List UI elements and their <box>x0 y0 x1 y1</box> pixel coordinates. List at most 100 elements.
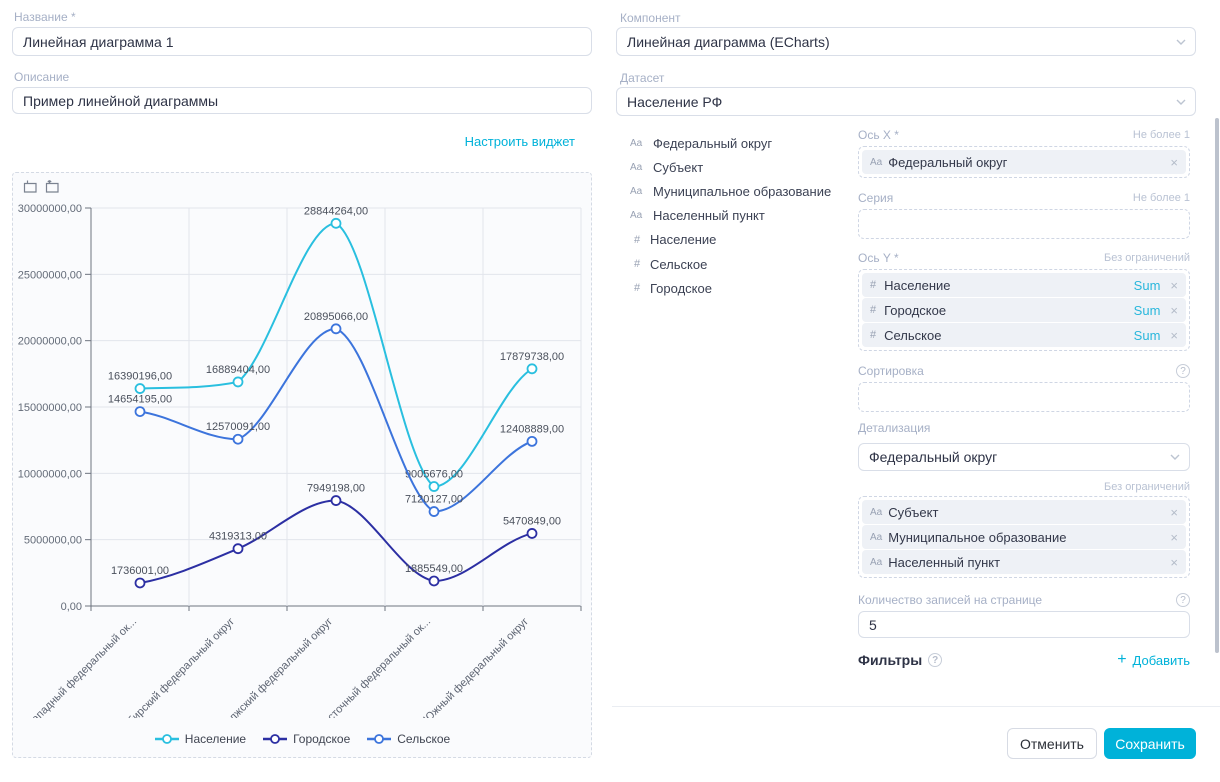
footer-divider <box>612 706 1220 707</box>
svg-text:30000000,00: 30000000,00 <box>18 203 82 215</box>
sorting-dropzone[interactable] <box>858 382 1190 412</box>
field-type-icon: Aa <box>630 210 643 222</box>
dataset-select[interactable]: Население РФ <box>616 87 1196 116</box>
x-axis-label: Ось X * <box>858 128 899 142</box>
x-axis-limit: Не более 1 <box>1132 129 1190 141</box>
series-limit: Не более 1 <box>1132 192 1190 204</box>
field-type-icon: Aa <box>870 156 883 168</box>
dataset-field[interactable]: # Сельское <box>630 252 845 276</box>
svg-text:5000000,00: 5000000,00 <box>24 535 82 547</box>
save-button[interactable]: Сохранить <box>1104 728 1196 759</box>
svg-text:10000000,00: 10000000,00 <box>18 468 82 480</box>
field-chip[interactable]: Aa Субъект × <box>862 500 1186 524</box>
dataset-field[interactable]: Aa Федеральный округ <box>630 135 773 151</box>
svg-text:9005676,00: 9005676,00 <box>405 469 463 481</box>
help-icon[interactable]: ? <box>1176 364 1190 378</box>
aggregation-label[interactable]: Sum <box>1133 302 1161 318</box>
name-input[interactable] <box>12 27 592 56</box>
svg-text:12570091,00: 12570091,00 <box>206 421 270 433</box>
legend-line-icon <box>263 734 288 744</box>
svg-text:1885549,00: 1885549,00 <box>405 563 463 575</box>
y-axis-limit: Без ограничений <box>1104 252 1190 264</box>
aggregation-label[interactable]: Sum <box>1133 277 1161 293</box>
zoom-select-icon[interactable] <box>23 179 38 194</box>
svg-text:12408889,00: 12408889,00 <box>500 423 564 435</box>
svg-text:Западный федеральный ок...: Западный федеральный ок... <box>25 616 139 718</box>
remove-icon[interactable]: × <box>1170 529 1178 545</box>
legend-item[interactable]: Население <box>154 732 246 746</box>
field-type-icon: # <box>870 279 877 291</box>
chart-preview[interactable]: 0,00 5000000,00 10000000,00 15000000,00 2000… <box>12 172 592 758</box>
description-input[interactable] <box>12 87 592 114</box>
description-label: Описание <box>14 70 70 84</box>
dataset-field[interactable]: Aa Муниципальное образование <box>630 183 832 199</box>
svg-text:Сибирский федеральный округ: Сибирский федеральный округ <box>116 616 237 718</box>
cancel-button[interactable]: Отменить <box>1007 728 1097 759</box>
svg-text:20895066,00: 20895066,00 <box>304 311 368 323</box>
chevron-down-icon <box>1176 39 1186 45</box>
dataset-field[interactable]: # Городское <box>630 276 845 300</box>
y-axis-dropzone[interactable]: # Население Sum × # Городское Sum × # Се… <box>858 269 1190 351</box>
drilldown-dropzone[interactable]: Aa Субъект × Aa Муниципальное образовани… <box>858 496 1190 578</box>
remove-icon[interactable]: × <box>1170 277 1178 293</box>
help-icon[interactable]: ? <box>1176 593 1190 607</box>
field-chip[interactable]: Aa Федеральный округ × <box>862 150 1186 174</box>
field-type-icon: # <box>633 282 641 295</box>
svg-text:7949198,00: 7949198,00 <box>307 483 365 495</box>
dataset-field[interactable]: # Население <box>630 228 845 252</box>
field-type-icon: # <box>870 304 877 316</box>
add-filter-button[interactable]: + Добавить <box>1117 651 1190 668</box>
field-chip[interactable]: Aa Населенный пункт × <box>862 550 1186 574</box>
svg-text:0,00: 0,00 <box>61 601 82 613</box>
legend-item[interactable]: Сельское <box>366 732 450 746</box>
field-chip[interactable]: # Население Sum × <box>862 273 1186 297</box>
detail-select[interactable]: Федеральный округ <box>858 443 1190 471</box>
field-chip[interactable]: # Городское Sum × <box>862 298 1186 322</box>
field-type-icon: Aa <box>630 137 643 149</box>
plus-icon: + <box>1117 651 1127 668</box>
x-axis-dropzone[interactable]: Aa Федеральный округ × <box>858 146 1190 178</box>
aggregation-label[interactable]: Sum <box>1133 327 1161 343</box>
panel-scrollbar[interactable] <box>1215 118 1219 653</box>
dataset-field[interactable]: Aa Субъект <box>630 159 704 175</box>
field-chip[interactable]: # Сельское Sum × <box>862 323 1186 347</box>
svg-text:28844264,00: 28844264,00 <box>304 205 368 217</box>
chart-toolbox <box>23 179 60 194</box>
field-type-icon: # <box>633 233 641 246</box>
component-label: Компонент <box>620 11 681 25</box>
help-icon[interactable]: ? <box>928 653 943 667</box>
field-type-icon: Aa <box>870 556 883 568</box>
dataset-fields: Aa Федеральный округ Aa Субъект Aa Муниц… <box>630 131 845 300</box>
remove-icon[interactable]: × <box>1170 554 1178 570</box>
component-select[interactable]: Линейная диаграмма (ECharts) <box>616 27 1196 56</box>
line-chart[interactable]: 0,00 5000000,00 10000000,00 15000000,00 2000… <box>13 173 591 718</box>
legend-line-icon <box>154 734 179 744</box>
name-label: Название * <box>14 10 76 24</box>
remove-icon[interactable]: × <box>1170 154 1178 170</box>
svg-text:1736001,00: 1736001,00 <box>111 565 169 577</box>
page-size-label: Количество записей на странице <box>858 593 1043 607</box>
field-type-icon: Aa <box>630 185 643 197</box>
legend-line-icon <box>367 734 392 744</box>
legend-item[interactable]: Городское <box>262 732 350 746</box>
detail-label: Детализация <box>858 421 931 435</box>
svg-text:Южный федеральный округ: Южный федеральный округ <box>421 616 531 718</box>
filters-label: Фильтры ? <box>858 652 943 668</box>
svg-text:14654195,00: 14654195,00 <box>108 394 172 406</box>
remove-icon[interactable]: × <box>1170 302 1178 318</box>
series-dropzone[interactable] <box>858 209 1190 239</box>
field-chip[interactable]: Aa Муниципальное образование × <box>862 525 1186 549</box>
svg-text:16889404,00: 16889404,00 <box>206 364 270 376</box>
svg-text:7120127,00: 7120127,00 <box>405 494 463 506</box>
y-axis-label: Ось Y * <box>858 251 899 265</box>
remove-icon[interactable]: × <box>1170 504 1178 520</box>
chevron-down-icon <box>1176 99 1186 105</box>
page-size-input[interactable] <box>858 611 1190 638</box>
zoom-reset-icon[interactable] <box>45 179 60 194</box>
detail-limit: Без ограничений <box>1104 481 1190 493</box>
dataset-field[interactable]: Aa Населенный пункт <box>630 208 765 224</box>
field-type-icon: # <box>633 258 641 271</box>
configure-widget-link[interactable]: Настроить виджет <box>464 134 575 149</box>
remove-icon[interactable]: × <box>1170 327 1178 343</box>
